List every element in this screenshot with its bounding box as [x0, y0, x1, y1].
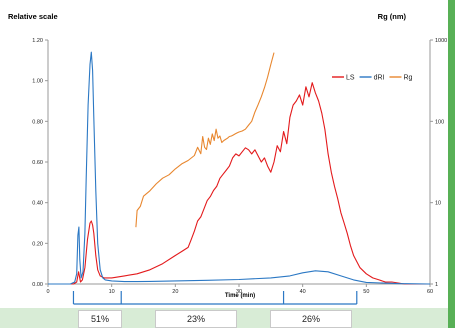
left-axis-title: Relative scale	[8, 12, 58, 21]
legend-label-ls: LS	[346, 75, 355, 82]
legend: LS dRI Rg	[332, 75, 413, 82]
series-line-dri	[48, 51, 431, 285]
y-tick-label: 1.00	[32, 79, 43, 85]
y-tick-label: 0.60	[32, 160, 43, 166]
y2-tick-label: 1000	[435, 38, 447, 44]
percentage-label-1: 51%	[78, 310, 122, 328]
y-tick-label: 0.00	[32, 282, 43, 288]
percentage-label-2: 23%	[155, 310, 237, 328]
series-layer	[48, 51, 431, 285]
legend-label-dri: dRI	[374, 75, 385, 82]
x-tick-label: 30	[236, 289, 242, 295]
series-line-rg	[135, 52, 275, 228]
chart-frame	[0, 0, 449, 308]
x-tick-label: 40	[300, 289, 306, 295]
x-axis-title: Time (min)	[225, 293, 255, 299]
percentage-label-3: 26%	[270, 310, 352, 328]
legend-label-rg: Rg	[403, 75, 412, 82]
right-axis-title: Rg (nm)	[378, 12, 407, 21]
x-tick-label: 0	[46, 289, 49, 295]
x-tick-label: 10	[109, 289, 115, 295]
x-tick-label: 50	[363, 289, 369, 295]
y-tick-label: 0.80	[32, 119, 43, 125]
x-tick-label: 60	[427, 289, 433, 295]
series-line-ls	[48, 82, 430, 285]
axes: 0.00 0.20 0.40 0.60 0.80 1.00 1.20 0 10 20 30 40 50 6…	[32, 38, 447, 295]
y2-tick-label: 10	[435, 201, 441, 207]
y-tick-label: 0.40	[32, 201, 43, 207]
y2-tick-label: 100	[435, 119, 444, 125]
range-bracket	[72, 291, 358, 305]
y-tick-label: 0.20	[32, 241, 43, 247]
x-tick-label: 20	[172, 289, 178, 295]
y-tick-label: 1.20	[32, 38, 43, 44]
y2-tick-label: 1	[435, 282, 438, 288]
side-strip	[448, 0, 455, 328]
